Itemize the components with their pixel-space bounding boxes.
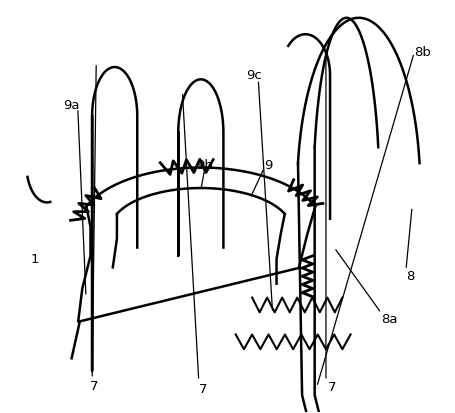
Text: 8: 8 — [406, 270, 414, 283]
Text: 7: 7 — [90, 380, 98, 394]
Text: 8b: 8b — [414, 46, 431, 59]
Text: 9c: 9c — [246, 69, 262, 82]
Text: 1: 1 — [30, 253, 39, 266]
Text: 7: 7 — [328, 381, 336, 394]
Text: 7: 7 — [199, 382, 207, 396]
Text: 8a: 8a — [381, 313, 398, 326]
Text: 9: 9 — [264, 159, 273, 172]
Text: 9a: 9a — [63, 100, 80, 112]
Text: 9b: 9b — [197, 159, 213, 172]
